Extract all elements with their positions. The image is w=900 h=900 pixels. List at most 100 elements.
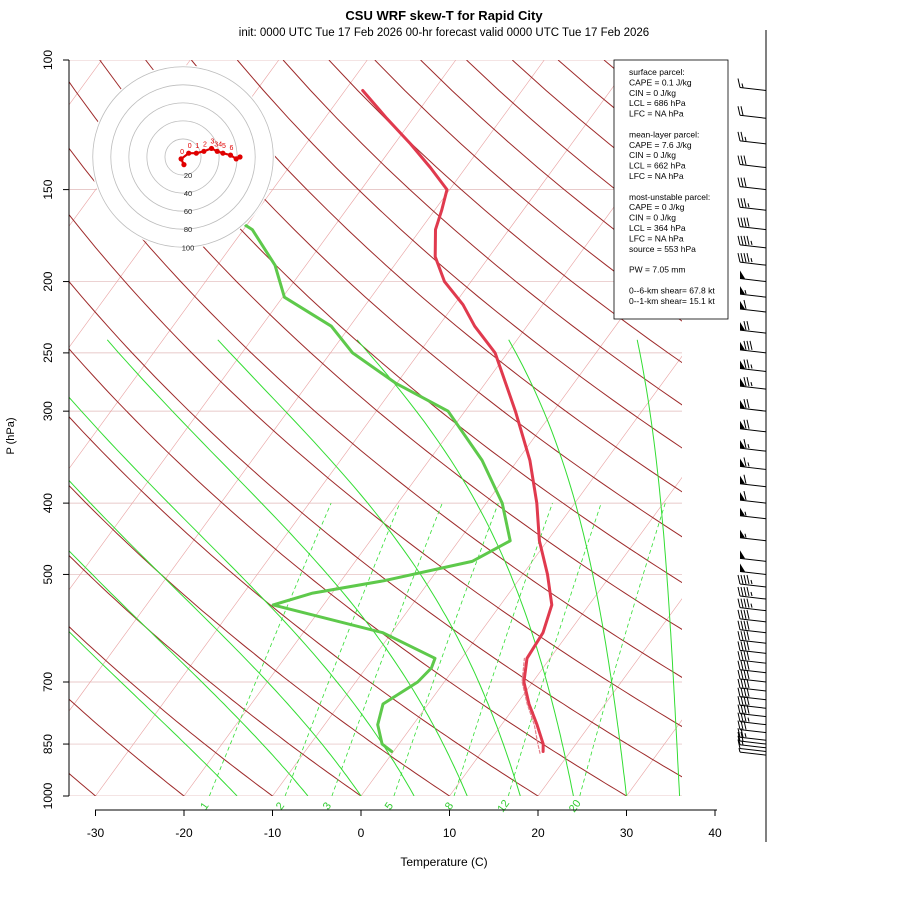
wind-barb — [737, 739, 767, 752]
info-box: surface parcel: CAPE = 0.1 J/kg CIN = 0 J/… — [613, 59, 729, 320]
dry-adiabat-line — [145, 60, 682, 538]
hodograph-point-label: 5 — [222, 143, 226, 150]
info-box-line: LCL = 662 hPa — [629, 161, 686, 171]
hodograph-point — [227, 152, 234, 158]
hodograph-point — [178, 156, 184, 162]
info-box-line: mean-layer parcel: — [629, 129, 699, 139]
wind-barb — [737, 631, 767, 644]
info-box-line: LCL = 364 hPa — [629, 223, 686, 233]
hodograph-ring-label: 20 — [184, 171, 192, 180]
y-tick-label: 250 — [41, 343, 55, 363]
parcel-profile — [521, 657, 541, 754]
isotherm-line — [69, 60, 545, 712]
y-tick-label: 850 — [41, 734, 55, 754]
wind-barb — [737, 598, 767, 612]
grid-lines — [69, 60, 682, 796]
mixing-ratio-label: 20 — [567, 798, 584, 815]
wind-barb — [737, 641, 767, 654]
mixing-ratio-line — [393, 502, 499, 796]
hodograph-point — [186, 150, 192, 156]
wind-barb — [739, 340, 767, 354]
y-tick-label: 150 — [41, 179, 55, 199]
x-tick-label: 10 — [443, 826, 457, 840]
wind-barb — [739, 563, 767, 575]
info-box-line: PW = 7.05 mm — [629, 265, 685, 275]
isotherm-line — [69, 60, 457, 591]
info-box-frame — [613, 59, 729, 320]
moist-adiabat-line — [106, 339, 468, 796]
wind-barb — [737, 720, 767, 734]
dry-adiabat-line — [236, 60, 682, 449]
x-tick-label: 30 — [620, 826, 634, 840]
wind-barb — [737, 731, 767, 745]
wind-barb — [737, 217, 767, 231]
wind-barb — [738, 748, 767, 756]
mixing-ratio-label: 12 — [495, 798, 512, 815]
wind-barb — [737, 155, 767, 169]
info-box-line — [629, 254, 631, 264]
wind-barb — [737, 609, 767, 623]
wind-barb — [737, 620, 767, 634]
info-box-line: CAPE = 0.1 J/kg — [629, 77, 692, 87]
wind-barb — [737, 235, 767, 249]
hodograph-point — [220, 150, 226, 156]
info-box-line: CIN = 0 J/kg — [629, 213, 676, 223]
info-box-line: CIN = 0 J/kg — [629, 88, 676, 98]
hodograph-point — [214, 148, 220, 154]
mixing-ratio-label: 8 — [443, 800, 456, 812]
wind-barb — [739, 507, 767, 520]
dry-adiabat-line — [69, 280, 682, 778]
info-box-line: most-unstable parcel: — [629, 192, 710, 202]
dry-adiabat-line — [69, 625, 274, 796]
info-box-line: 0--1-km shear= 15.1 kt — [629, 296, 715, 306]
info-box-line: LCL = 686 hPa — [629, 98, 686, 108]
dry-adiabat-line — [191, 60, 682, 493]
x-tick-label: 0 — [358, 826, 365, 840]
wind-barb-column — [737, 30, 767, 842]
y-tick-label: 1000 — [41, 782, 55, 809]
wind-barb — [737, 586, 767, 600]
y-tick-label: 200 — [41, 271, 55, 291]
moist-adiabat-line — [69, 396, 415, 796]
wind-barb — [739, 270, 767, 283]
dry-adiabat-line — [557, 60, 682, 163]
hodograph-ring — [92, 66, 274, 248]
info-box-text: surface parcel: CAPE = 0.1 J/kg CIN = 0 J/… — [629, 67, 715, 306]
dry-adiabat-line — [282, 60, 682, 406]
info-box-line — [629, 275, 631, 285]
wind-barb — [739, 419, 767, 433]
wind-barb — [739, 550, 767, 562]
dry-adiabat-line — [69, 213, 682, 728]
x-tick-label: -20 — [175, 826, 193, 840]
wind-barb — [739, 320, 767, 334]
wind-barb — [739, 376, 767, 390]
moist-adiabat-line — [356, 339, 574, 796]
chart-subtitle: init: 0000 UTC Tue 17 Feb 2026 00-hr for… — [239, 27, 649, 39]
dry-adiabat-line — [69, 698, 185, 796]
hodograph-ring-label: 100 — [182, 243, 195, 252]
wind-barb — [739, 399, 767, 412]
moist-adiabat-line — [69, 550, 309, 796]
grid-layer: 1 2 3 5 8 12 20 — [68, 60, 717, 815]
y-tick-label: 400 — [41, 493, 55, 513]
dry-adiabat-line — [69, 416, 539, 796]
isotherm-line — [360, 355, 682, 796]
hodograph-point — [181, 162, 187, 168]
temperature-profile — [361, 89, 554, 753]
moist-adiabat-line — [508, 339, 627, 796]
moist-adiabat-line — [636, 339, 681, 796]
hodograph-ring-label: 60 — [184, 207, 192, 216]
dewpoint-profile — [220, 208, 512, 753]
hodograph-ring-label: 80 — [184, 225, 192, 234]
wind-barb — [737, 78, 767, 91]
wind-barb — [737, 669, 767, 683]
isotherm-line — [69, 60, 368, 470]
dry-adiabat-line — [69, 147, 682, 678]
hodograph-point-label: 1 — [195, 143, 199, 150]
mixing-ratio-label: 1 — [198, 800, 211, 812]
wind-barb — [739, 439, 767, 452]
wind-barb — [737, 678, 767, 692]
moist-adiabat-line — [69, 630, 238, 796]
